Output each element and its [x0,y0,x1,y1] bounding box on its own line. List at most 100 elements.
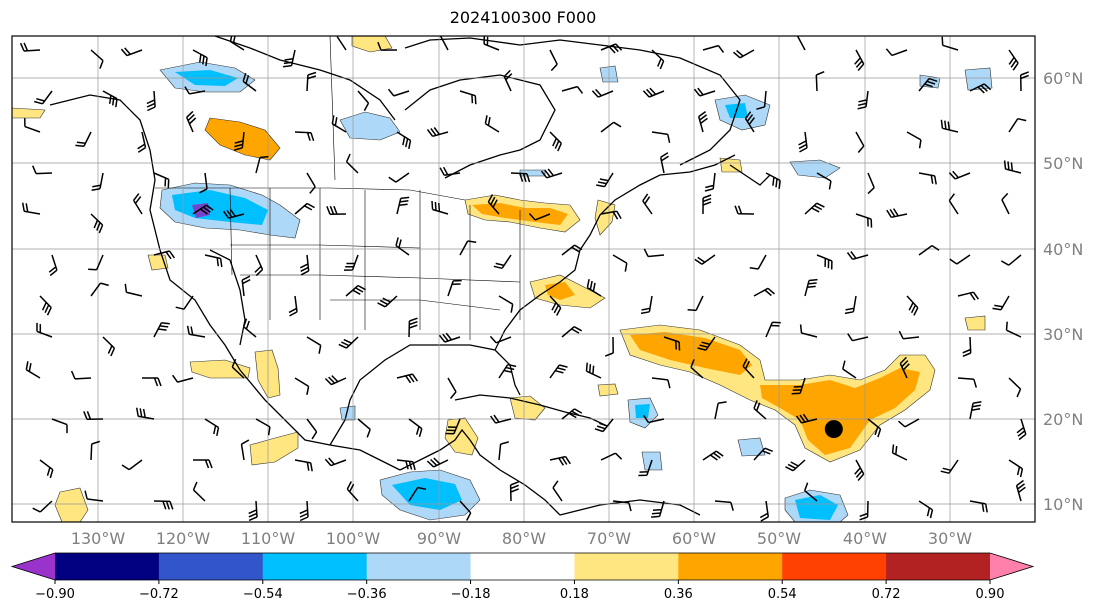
wind-barb [233,131,245,151]
wind-barb [439,36,449,51]
anomaly-contour [597,383,619,397]
wind-barb [83,411,104,421]
wind-barb [957,291,980,301]
lon-label: 60°W [672,529,716,548]
wind-barb [459,90,477,105]
lon-label: 130°W [71,529,126,548]
colorbar-tick-label: 0.54 [768,587,797,602]
wind-barb [498,363,517,379]
longitude-labels: 130°W 120°W 110°W 100°W 90°W 80°W 70°W 6… [71,529,972,548]
wind-barb [51,418,68,434]
wind-barb [288,295,298,317]
wind-barb [638,459,653,477]
wind-barb [847,333,869,342]
wind-barb [32,500,53,513]
wind-barb [1003,160,1022,174]
wind-barb [447,279,462,297]
wind-barb [702,450,724,461]
wind-barb [957,377,978,388]
wind-barb [855,213,873,228]
colorbar-tick-label: 0.36 [664,587,693,602]
wind-barb [969,401,982,420]
wind-barb [294,202,315,215]
wind-barb [306,71,317,92]
wind-barb [765,172,781,189]
wind-barb [596,172,614,188]
wind-barb [885,48,908,57]
lon-label: 100°W [326,529,381,548]
colorbar-tick-label: 0.90 [976,587,1005,602]
wind-barb [918,77,938,92]
wind-barb [891,444,908,461]
wind-barb [643,414,665,424]
wind-barb [21,202,41,215]
wind-barb [540,168,563,179]
wind-barb [898,330,920,340]
wind-barb [357,90,370,111]
wind-barb [90,49,104,69]
wind-barb [1005,321,1022,338]
wind-barb [124,283,143,297]
wind-barb [282,49,296,68]
wind-barb [941,36,959,51]
colorbar-extend-low [12,553,55,580]
map-title: 2024100300 F000 [449,8,597,27]
wind-barb [561,326,583,338]
wind-barb [600,43,623,54]
wind-barb [510,172,531,183]
wind-barb [1008,49,1019,71]
wind-barb [39,295,52,316]
wind-barb [600,210,622,220]
wind-barb [377,295,398,308]
colorbar-extend-high [990,553,1033,580]
anomaly-contour [964,315,986,331]
wind-barb [299,500,309,522]
wind-barb [343,254,359,271]
wind-barb [756,90,767,110]
wind-barb [24,118,41,133]
wind-barb [192,481,206,502]
wind-barb [753,400,767,420]
wind-barb [690,359,704,379]
colorbar-tick-label: 0.72 [872,587,901,602]
wind-barb [906,295,919,316]
anomaly-contour [392,478,462,510]
wind-barb [886,208,908,219]
wind-barb [186,325,206,338]
anomaly-contour [192,203,210,218]
colorbar-segment [886,553,991,580]
wind-barb [948,170,971,180]
wind-barb [255,155,269,174]
wind-barb [734,205,755,215]
lon-label: 30°W [928,529,972,548]
wind-barb [549,131,562,152]
wind-barb [591,88,614,98]
wind-barb [714,401,727,420]
wind-barb [585,362,602,379]
wind-barb [549,295,562,316]
anomaly-contour [189,359,251,379]
wind-barb [32,165,53,175]
wind-barb [503,69,513,92]
wind-barb [426,127,449,138]
wind-barb [600,121,622,133]
anomaly-contour [339,405,356,421]
wind-barb [1000,254,1022,266]
wind-barb [248,500,258,522]
wind-barb [753,447,773,461]
anomaly-contour [509,395,546,421]
lat-label: 40°N [1043,240,1083,259]
wind-barb [426,457,449,468]
wind-barb [600,452,623,461]
wind-barb [90,440,101,461]
lon-label: 90°W [417,529,461,548]
wind-barb [231,358,245,379]
wind-barb [193,459,213,469]
wind-barb [854,49,865,71]
latitude-labels: 60°N 50°N 40°N 30°N 20°N 10°N [1043,69,1083,514]
wind-barb [387,88,410,97]
wind-barb [306,336,322,354]
wind-barb [102,90,118,108]
wind-barb [90,213,104,234]
gridlines [12,36,1035,522]
